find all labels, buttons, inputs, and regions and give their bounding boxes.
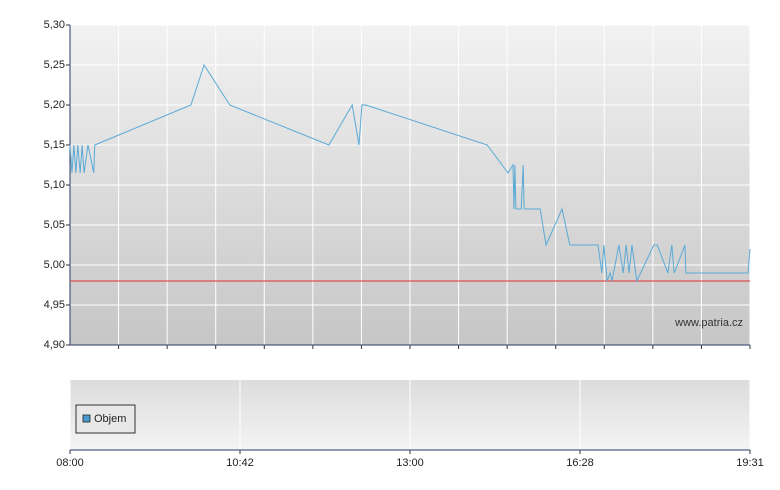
- y-tick-label: 5,30: [44, 19, 65, 31]
- y-tick-label: 5,25: [44, 59, 65, 71]
- x-tick-label: 16:28: [566, 457, 594, 469]
- y-tick-label: 4,95: [44, 299, 65, 311]
- price-line: [69, 63, 751, 283]
- legend-box: [75, 404, 136, 434]
- legend-label: Objem: [94, 413, 126, 425]
- y-tick-label: 4,90: [44, 339, 65, 351]
- y-tick-label: 5,20: [44, 99, 65, 111]
- y-tick-label: 5,15: [44, 139, 65, 151]
- x-tick-label: 08:00: [56, 457, 84, 469]
- watermark: www.patria.cz: [674, 317, 743, 329]
- x-tick-label: 10:42: [226, 457, 254, 469]
- y-tick-label: 5,05: [44, 219, 65, 231]
- y-tick-label: 5,00: [44, 259, 65, 271]
- x-tick-label: 13:00: [396, 457, 424, 469]
- y-tick-label: 5,10: [44, 179, 65, 191]
- x-tick-label: 19:31: [736, 457, 764, 469]
- legend-swatch: [82, 414, 91, 423]
